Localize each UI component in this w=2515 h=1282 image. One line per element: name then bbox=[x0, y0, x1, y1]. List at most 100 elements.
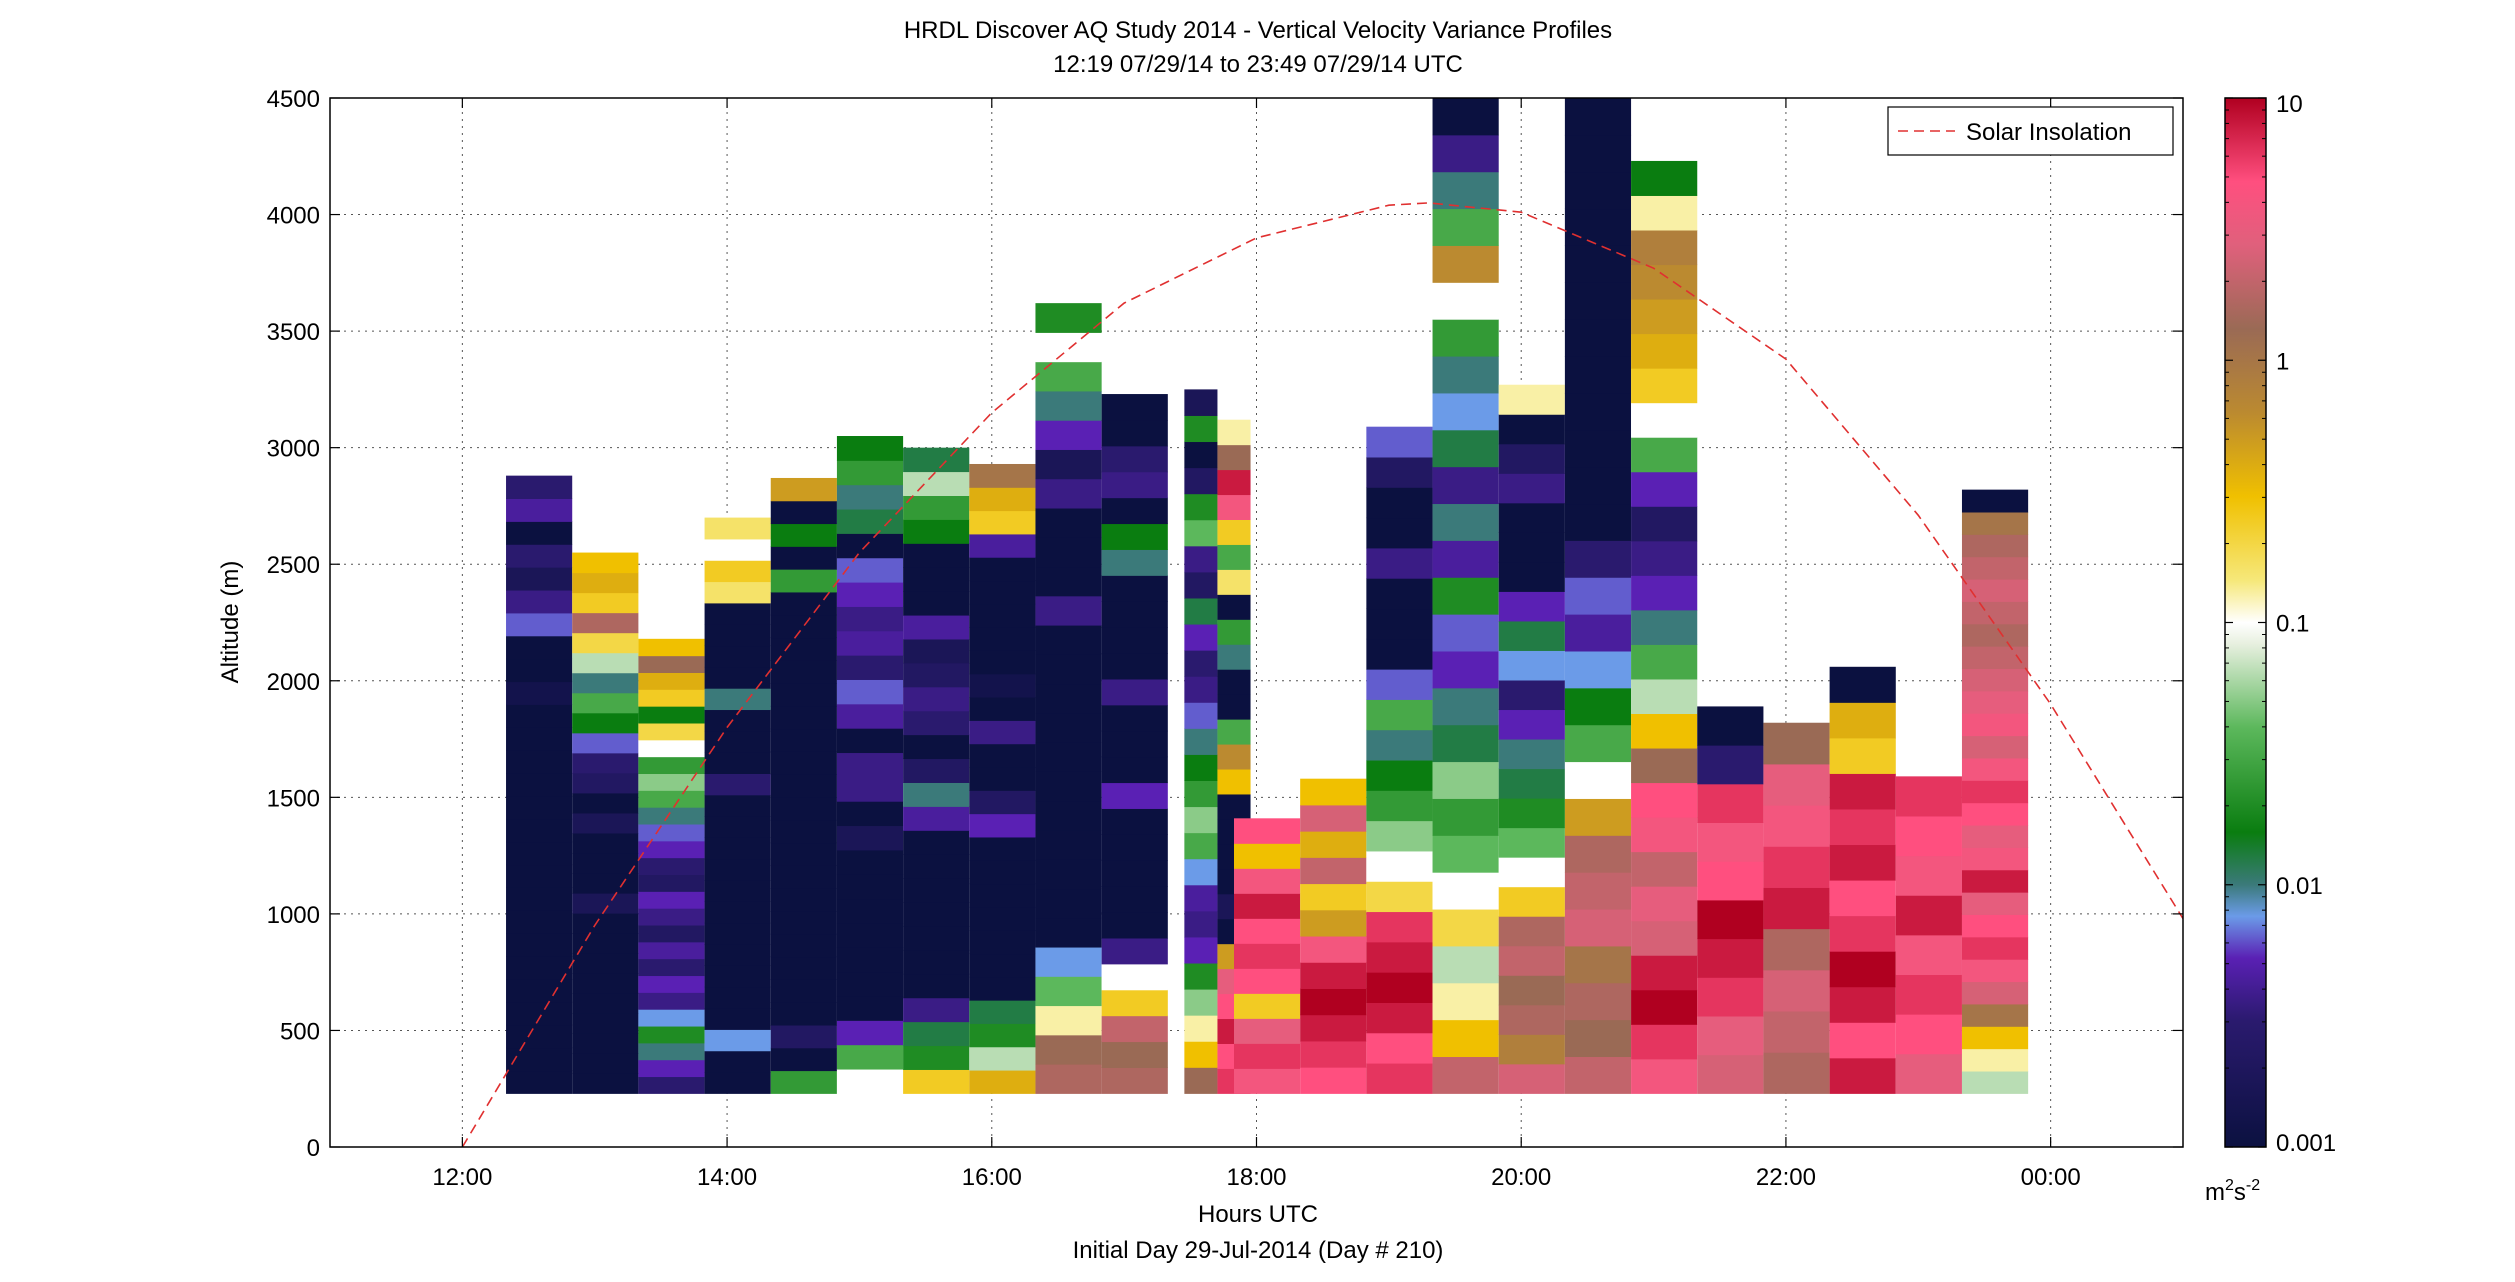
heatmap-cell bbox=[1366, 608, 1433, 640]
heatmap-cell bbox=[1233, 968, 1301, 994]
heatmap-cell bbox=[1366, 729, 1433, 761]
heatmap-cell bbox=[969, 580, 1036, 605]
heatmap-cell bbox=[638, 958, 705, 977]
heatmap-cell bbox=[1498, 768, 1565, 799]
heatmap-cell bbox=[969, 1070, 1036, 1094]
heatmap-cell bbox=[1432, 392, 1499, 431]
heatmap-cell bbox=[1432, 1056, 1499, 1094]
heatmap-cell bbox=[1697, 706, 1764, 746]
heatmap-cell bbox=[1184, 702, 1218, 729]
heatmap-cell bbox=[1101, 549, 1168, 576]
heatmap-cell bbox=[903, 830, 970, 855]
heatmap-cell bbox=[704, 709, 771, 732]
heatmap-cell bbox=[1631, 437, 1698, 473]
heatmap-cell bbox=[969, 697, 1036, 721]
heatmap-cell bbox=[1233, 943, 1301, 969]
heatmap-cell bbox=[506, 475, 573, 500]
chart-subtitle: 12:19 07/29/14 to 23:49 07/29/14 UTC bbox=[1053, 51, 1463, 78]
heatmap-cell bbox=[1233, 1068, 1301, 1094]
heatmap-cell bbox=[1300, 883, 1367, 911]
heatmap-cell bbox=[1366, 850, 1433, 882]
heatmap-cell bbox=[1184, 936, 1218, 964]
heatmap-cell bbox=[1035, 537, 1102, 568]
heatmap-cell bbox=[1564, 650, 1632, 689]
colorbar-ticks: 0.001 0.01 0.1 1 10 bbox=[2225, 91, 2336, 1157]
heatmap-cell bbox=[572, 933, 639, 954]
heatmap-cell bbox=[506, 590, 573, 614]
heatmap-cell bbox=[638, 638, 705, 657]
heatmap-cell bbox=[1101, 601, 1168, 628]
heatmap-cell bbox=[704, 752, 771, 775]
heatmap-cell bbox=[969, 883, 1036, 908]
heatmap-cell bbox=[1184, 467, 1218, 495]
heatmap-cell bbox=[1366, 1002, 1433, 1034]
heatmap-cell bbox=[1233, 868, 1301, 894]
heatmap-cell bbox=[1631, 851, 1698, 887]
heatmap-cell bbox=[969, 557, 1036, 582]
heatmap-cell bbox=[770, 751, 837, 775]
heatmap-cell bbox=[1184, 415, 1218, 443]
heatmap-cell bbox=[1564, 982, 1632, 1021]
heatmap-cell bbox=[1184, 910, 1218, 938]
heatmap-cell bbox=[1366, 941, 1433, 973]
heatmap-cell bbox=[1217, 419, 1251, 446]
heatmap-cell bbox=[1895, 776, 1962, 817]
heatmap-cell bbox=[1961, 936, 2029, 960]
heatmap-cell bbox=[638, 857, 705, 876]
heatmap-cell bbox=[969, 976, 1036, 1001]
heatmap-cell bbox=[770, 774, 837, 798]
heatmap-cell bbox=[1631, 920, 1698, 956]
heatmap-cell bbox=[1631, 782, 1698, 818]
x-tick-label: 16:00 bbox=[962, 1164, 1022, 1191]
heatmap-cell bbox=[836, 947, 904, 973]
heatmap-cell bbox=[1184, 493, 1218, 521]
heatmap-cell bbox=[1233, 818, 1301, 844]
x-axis-day-label: Initial Day 29-Jul-2014 (Day # 210) bbox=[1073, 1237, 1444, 1264]
heatmap-cell bbox=[1631, 748, 1698, 784]
heatmap-cell bbox=[1101, 704, 1168, 732]
heatmap-cell bbox=[1631, 540, 1698, 576]
heatmap-cell bbox=[903, 997, 970, 1023]
heatmap-cell bbox=[572, 752, 639, 774]
heatmap-cell bbox=[1829, 880, 1896, 917]
heatmap-cell bbox=[572, 792, 639, 814]
heatmap-cell bbox=[1961, 1048, 2029, 1072]
heatmap-cell bbox=[1829, 951, 1896, 988]
heatmap-cell bbox=[506, 978, 573, 1003]
heatmap-cell bbox=[638, 655, 705, 673]
heatmap-cell bbox=[770, 1002, 837, 1026]
heatmap-cell bbox=[1564, 687, 1632, 726]
heatmap-cell bbox=[903, 878, 970, 903]
heatmap-cell bbox=[1101, 834, 1168, 861]
heatmap-cell bbox=[1631, 886, 1698, 922]
x-tick-label: 00:00 bbox=[2021, 1164, 2081, 1191]
heatmap-cell bbox=[903, 638, 970, 664]
heatmap-cell bbox=[836, 1044, 904, 1070]
heatmap-cell bbox=[1184, 650, 1218, 677]
heatmap-cell bbox=[770, 683, 837, 707]
heatmap-cell bbox=[506, 704, 573, 728]
heatmap-cell bbox=[1366, 790, 1433, 822]
heatmap-cell bbox=[1498, 591, 1565, 622]
heatmap-cell bbox=[638, 975, 705, 993]
heatmap-cell bbox=[1366, 517, 1433, 549]
heatmap-cell bbox=[1763, 1011, 1830, 1053]
heatmap-cell bbox=[770, 523, 837, 547]
heatmap-cell bbox=[770, 500, 837, 525]
heatmap-cell bbox=[1697, 861, 1764, 901]
heatmap-cell bbox=[1631, 402, 1698, 438]
heatmap-cell bbox=[1300, 804, 1367, 832]
heatmap-cell bbox=[836, 776, 904, 802]
heatmap-cell bbox=[506, 933, 573, 957]
heatmap-cell bbox=[903, 710, 970, 736]
heatmap-cell bbox=[1564, 798, 1632, 836]
y-axis-label: Altitude (m) bbox=[217, 561, 244, 684]
heatmap-cell bbox=[1035, 390, 1102, 421]
y-tick-label: 2000 bbox=[267, 669, 320, 696]
heatmap-cell bbox=[1631, 678, 1698, 714]
heatmap-cell bbox=[1498, 916, 1565, 947]
heatmap-cell bbox=[638, 840, 705, 859]
heatmap-cell bbox=[903, 854, 970, 879]
heatmap-cell bbox=[903, 543, 970, 568]
heatmap-cell bbox=[1035, 654, 1102, 685]
